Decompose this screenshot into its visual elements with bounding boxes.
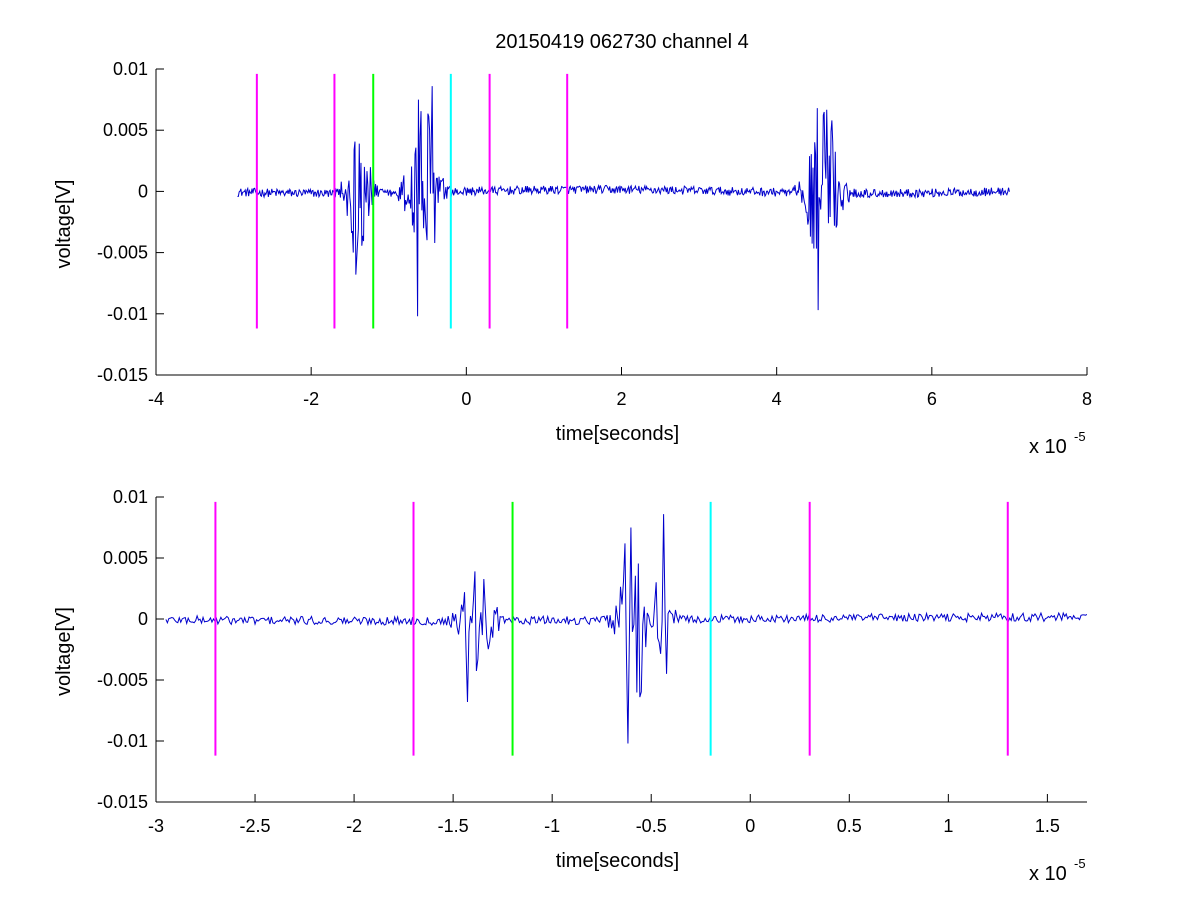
y-tick-label: 0.01 [113,487,148,507]
x-tick-label: 1 [943,816,953,836]
y-tick-label: -0.01 [107,304,148,324]
voltage-trace-line [237,86,1010,317]
bottom-subplot: -0.015 -0.01 -0.005 0 0.005 0.01 -3 -2.5 -2 -1.5 -… [53,487,1087,885]
y-tick-label: 0.01 [113,59,148,79]
x-tick-label: -1.5 [438,816,469,836]
y-axis-label: voltage[V] [53,180,75,269]
x-tick-label: 0 [461,389,471,409]
x-tick-label: -1 [544,816,560,836]
x-tick-label: 4 [772,389,782,409]
y-tick-label: -0.005 [97,670,148,690]
top-subplot: -0.015 -0.01 -0.005 0 0.005 0.01 -4 -2 0 2 4 6 8 time… [53,59,1092,458]
x-exponent-superscript: -5 [1074,429,1086,444]
x-axis-label: time[seconds] [556,850,679,872]
x-tick-label: -4 [148,389,164,409]
y-tick-label: -0.005 [97,243,148,263]
x-tick-label: 8 [1082,389,1092,409]
y-tick-label: 0 [138,181,148,201]
x-tick-label: -0.5 [636,816,667,836]
x-tick-label: -2.5 [240,816,271,836]
x-tick-label: 1.5 [1035,816,1060,836]
y-tick-label: 0 [138,609,148,629]
x-tick-label: -3 [148,816,164,836]
x-exponent-superscript: -5 [1074,856,1086,871]
x-tick-label: 6 [927,389,937,409]
voltage-trace-line [165,514,1087,744]
x-tick-label: 0 [745,816,755,836]
y-axis-label: voltage[V] [53,607,75,696]
x-tick-label: 0.5 [837,816,862,836]
y-tick-label: -0.01 [107,731,148,751]
y-tick-label: -0.015 [97,365,148,385]
x-axis-label: time[seconds] [556,423,679,445]
y-tick-label: 0.005 [103,548,148,568]
x-tick-label: 2 [616,389,626,409]
y-tick-label: -0.015 [97,792,148,812]
x-exponent-label: x 10 [1029,863,1067,885]
x-tick-label: -2 [303,389,319,409]
x-exponent-label: x 10 [1029,436,1067,458]
figure-title: 20150419 062730 channel 4 [495,31,749,53]
x-tick-label: -2 [346,816,362,836]
y-tick-label: 0.005 [103,120,148,140]
